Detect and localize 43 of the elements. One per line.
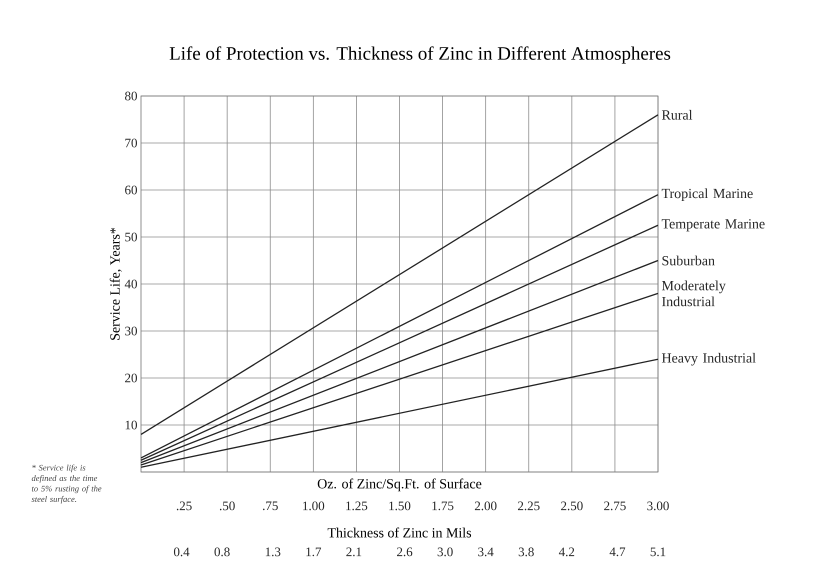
series-label: Rural [662, 110, 692, 120]
y-tick-label: 10 [126, 420, 137, 430]
y-tick-label: 60 [125, 186, 137, 194]
x2-tick-label: 5.1 [650, 548, 666, 556]
y-tick-label: 70 [125, 138, 137, 148]
x-tick-label: .50 [220, 502, 235, 510]
series-label: Moderately Industrial [662, 280, 726, 306]
series-label: Heavy Industrial [662, 352, 756, 366]
x2-tick-label: 2.6 [397, 548, 412, 556]
y-tick-label: 50 [125, 232, 137, 242]
x-tick-label: 2.50 [561, 502, 583, 510]
x2-tick-label: 4.7 [610, 548, 626, 556]
x-tick-label: 2.75 [604, 502, 626, 510]
x-tick-label: 1.25 [346, 502, 368, 510]
x2-axis-title: Thickness of Zinc in Mils [328, 528, 472, 538]
x2-tick-label: 1.7 [306, 548, 322, 556]
x-tick-label: 3.00 [647, 502, 669, 510]
x2-tick-label: 3.8 [518, 548, 534, 556]
x2-tick-label: 3.0 [438, 548, 453, 556]
series-label: Tropical Marine [662, 188, 753, 202]
x-tick-label: .75 [263, 502, 278, 510]
x2-tick-label: 0.8 [214, 548, 230, 556]
x2-tick-label: 1.3 [266, 548, 280, 556]
y-tick-label: 30 [125, 326, 137, 336]
series-label: Temperate Marine [662, 219, 765, 232]
text: * Service life is defined as the time to 5% rusting of the steel surface. [32, 464, 102, 504]
x-tick-label: 1.00 [303, 502, 324, 510]
series-label: Suburban [662, 256, 715, 266]
x-tick-label: 2.25 [518, 502, 540, 510]
x2-tick-label: 2.1 [346, 548, 362, 556]
x-tick-label: 2.00 [474, 502, 497, 510]
x-axis-title: Oz. of Zinc/Sq.Ft. of Surface [318, 478, 482, 492]
x-tick-label: 1.50 [389, 502, 410, 510]
x2-tick-label: 4.2 [558, 548, 574, 556]
y-tick-label: 40 [124, 280, 137, 288]
y-axis-title: Service Life, Years* [110, 228, 122, 340]
x2-tick-label: 3.4 [478, 548, 494, 556]
y-tick-label: 80 [125, 92, 137, 100]
x-tick-label: .25 [176, 502, 192, 510]
y-tick-label: 20 [125, 374, 137, 382]
x-tick-label: 1.75 [432, 502, 454, 510]
x2-tick-label: 0.4 [174, 548, 190, 556]
chart-title: Life of Protection vs. Thickness of Zinc in Different Atmospheres [170, 46, 670, 64]
